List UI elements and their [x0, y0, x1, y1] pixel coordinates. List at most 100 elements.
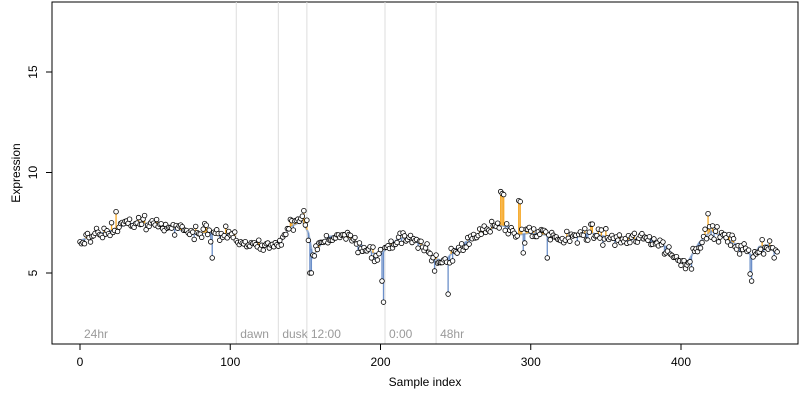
data-point	[600, 242, 606, 248]
x-tick-label: 200	[370, 355, 390, 369]
data-point	[771, 255, 777, 261]
data-point	[205, 231, 211, 238]
data-point	[666, 244, 672, 250]
data-point	[108, 220, 115, 226]
data-point	[433, 252, 439, 258]
x-tick-label: 100	[220, 355, 240, 369]
data-point	[574, 240, 581, 246]
point-layer	[77, 188, 780, 305]
data-point	[290, 227, 297, 233]
data-point	[308, 270, 315, 276]
data-point	[687, 259, 693, 265]
data-point	[537, 231, 543, 238]
data-point	[126, 216, 133, 222]
data-point	[567, 238, 573, 244]
data-point	[688, 266, 695, 272]
data-point	[343, 236, 349, 242]
data-point	[519, 226, 525, 232]
data-point	[388, 238, 394, 244]
data-point	[639, 230, 645, 237]
data-point	[394, 239, 400, 246]
data-point	[715, 239, 722, 245]
data-point	[256, 237, 262, 243]
data-point	[616, 232, 623, 238]
data-point	[699, 239, 705, 246]
data-point	[730, 236, 737, 242]
data-point	[407, 232, 414, 239]
data-point	[305, 237, 312, 244]
data-point	[547, 237, 553, 243]
data-point	[398, 240, 405, 247]
data-point	[582, 225, 588, 232]
data-point	[603, 226, 609, 232]
data-point	[138, 221, 145, 227]
data-point	[564, 228, 570, 235]
data-point	[356, 240, 363, 246]
data-point	[431, 268, 438, 274]
phase-label: dawn	[240, 327, 269, 341]
x-tick-label: 400	[671, 355, 691, 369]
data-point	[418, 238, 424, 245]
data-point	[496, 225, 502, 231]
data-point	[612, 242, 618, 248]
data-point	[757, 246, 764, 252]
data-point	[209, 255, 215, 261]
data-point	[135, 214, 142, 221]
data-point	[424, 241, 430, 247]
data-point	[299, 213, 306, 219]
data-point	[766, 238, 773, 244]
data-point	[703, 236, 710, 242]
data-point	[191, 236, 197, 243]
data-point	[745, 247, 752, 253]
x-axis: 0 100 200 300 400	[77, 343, 691, 369]
data-point	[206, 227, 212, 233]
data-point	[598, 227, 605, 233]
plot-frame	[51, 1, 799, 345]
data-point	[203, 222, 209, 228]
phase-label: 48hr	[440, 327, 464, 341]
data-point	[415, 245, 421, 251]
data-point	[347, 232, 354, 239]
annotation-layer: 24hr dawn dusk 12:00 0:00 48hr	[84, 327, 464, 341]
data-point	[627, 239, 633, 246]
data-point	[223, 223, 229, 229]
phase-label: 0:00	[389, 327, 413, 341]
data-point	[702, 226, 708, 232]
data-point	[192, 223, 199, 230]
data-point	[531, 226, 537, 232]
data-point	[445, 291, 451, 297]
data-point	[380, 299, 387, 305]
data-point	[487, 229, 493, 235]
data-point	[454, 250, 460, 256]
data-point	[747, 271, 753, 277]
data-point	[759, 236, 765, 243]
data-point	[153, 216, 160, 223]
data-point	[514, 233, 520, 239]
data-point	[171, 232, 178, 238]
data-point	[286, 226, 292, 232]
data-point	[586, 229, 593, 235]
data-point	[544, 255, 550, 261]
data-point	[114, 228, 121, 235]
data-point	[81, 241, 88, 247]
data-point	[724, 239, 731, 245]
x-tick-label: 300	[521, 355, 541, 369]
data-point	[374, 257, 381, 263]
data-point	[87, 239, 94, 245]
data-point	[714, 224, 720, 230]
y-axis: 5 10 15	[26, 65, 53, 276]
phase-label: 12:00	[311, 327, 341, 341]
data-point	[449, 258, 456, 264]
data-point	[660, 239, 666, 245]
data-point	[301, 207, 307, 214]
x-axis-label: Sample index	[389, 375, 462, 389]
data-point	[311, 253, 318, 259]
data-point	[200, 226, 206, 232]
data-point	[494, 220, 501, 226]
y-tick-label: 15	[26, 65, 40, 79]
data-point	[427, 250, 433, 257]
data-point	[355, 249, 361, 256]
data-point	[458, 241, 465, 247]
data-point	[651, 236, 657, 242]
